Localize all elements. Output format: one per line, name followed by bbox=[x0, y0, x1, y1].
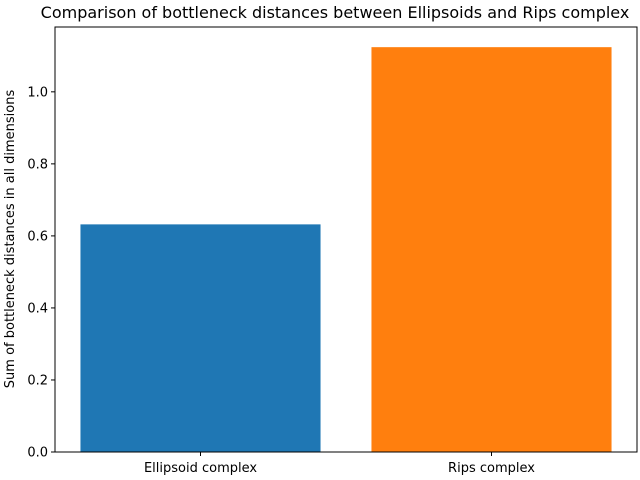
y-tick-label-1: 0.0 bbox=[27, 446, 48, 461]
y-tick-label-6: 1.0 bbox=[27, 85, 48, 100]
plot-area: Ellipsoid complex Rips complex 0.0 0.2 0.4 0.… bbox=[27, 26, 638, 476]
y-tick-label-4: 0.6 bbox=[27, 229, 48, 244]
bar-2 bbox=[371, 47, 612, 452]
x-tick-label-1: Ellipsoid complex bbox=[144, 461, 257, 476]
y-tick-label-3: 0.4 bbox=[27, 301, 48, 316]
plot-frame bbox=[54, 26, 638, 453]
y-axis-label: Sum of bottleneck distances in all dimen… bbox=[3, 90, 18, 389]
y-tick-label-5: 0.8 bbox=[27, 157, 48, 172]
chart-title: Comparison of bottleneck distances betwe… bbox=[41, 3, 630, 22]
bar-1 bbox=[80, 224, 321, 452]
y-tick-label-2: 0.2 bbox=[27, 373, 48, 388]
x-tick-label-2: Rips complex bbox=[448, 461, 535, 476]
